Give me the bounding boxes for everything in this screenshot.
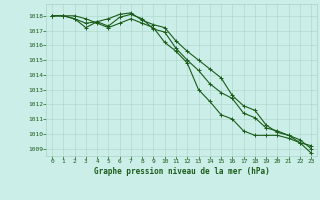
X-axis label: Graphe pression niveau de la mer (hPa): Graphe pression niveau de la mer (hPa)	[94, 167, 269, 176]
